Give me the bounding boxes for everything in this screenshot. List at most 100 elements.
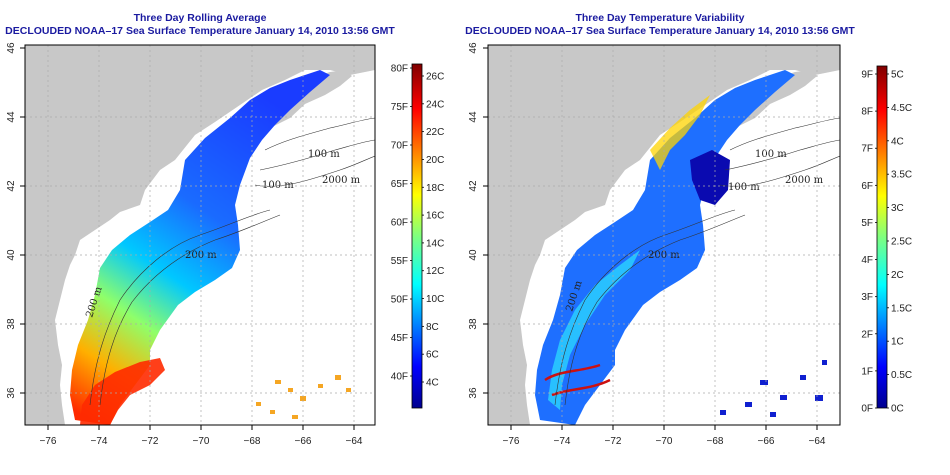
- y-tick-label: 38: [468, 318, 479, 330]
- sst-field: [70, 70, 330, 425]
- colorbar-tick-label: 7F: [861, 144, 873, 155]
- colorbar-tick-label: 55F: [391, 256, 408, 267]
- colorbar-tick-label: 5C: [891, 70, 904, 81]
- colorbar-tick-label: 2C: [891, 270, 904, 281]
- colorbar-tick-label: 6C: [426, 350, 439, 361]
- colorbar-tick-label: 1.5C: [891, 303, 912, 314]
- svg-text:100 m: 100 m: [728, 182, 760, 193]
- land-north: [25, 45, 375, 425]
- colorbar-tick-label: 75F: [391, 102, 408, 113]
- variability-field: [535, 70, 795, 425]
- svg-text:100 m: 100 m: [308, 149, 340, 160]
- x-tick-label: −76: [40, 436, 57, 447]
- sst-warm-core: [80, 358, 165, 425]
- colorbar-tick-label: 22C: [426, 127, 444, 138]
- colorbar-tick-label: 10C: [426, 294, 444, 305]
- colorbar-tick-label: 1F: [861, 366, 873, 377]
- x-tick-label: −74: [554, 436, 571, 447]
- colorbar-tick-label: 45F: [391, 333, 408, 344]
- colorbar: 9F 8F 7F 6F 5F 4F 3F 2F 1F 0F 5C 4.5C 4C 3.5C 3C 2.5C 2…: [861, 65, 912, 415]
- variability-scattered-patches: [720, 360, 827, 417]
- colorbar-tick-label: 80F: [391, 64, 408, 75]
- y-tick-label: 46: [468, 42, 479, 54]
- colorbar-tick-label: 5F: [861, 218, 873, 229]
- colorbar-tick-label: 4.5C: [891, 103, 912, 114]
- x-tick-label: −74: [91, 436, 108, 447]
- colorbar-tick-label: 8C: [426, 322, 439, 333]
- y-tick-label: 36: [468, 387, 479, 399]
- colorbar-tick-label: 18C: [426, 183, 444, 194]
- graticule: [25, 45, 375, 425]
- y-tick-label: 40: [6, 249, 17, 261]
- colorbar-tick-label: 0.5C: [891, 370, 912, 381]
- colorbar-tick-label: 4F: [861, 255, 873, 266]
- colorbar-fahrenheit-labels: 9F 8F 7F 6F 5F 4F 3F 2F 1F 0F: [861, 70, 877, 415]
- y-tick-label: 42: [6, 180, 17, 192]
- graticule: [488, 45, 840, 425]
- colorbar-tick-label: 4C: [426, 378, 439, 389]
- x-tick-label: −68: [707, 436, 724, 447]
- x-tick-label: −68: [244, 436, 261, 447]
- y-axis: 36 38 40 42 44 46: [6, 42, 25, 399]
- colorbar-tick-label: 20C: [426, 155, 444, 166]
- colorbar-tick-label: 0C: [891, 404, 904, 415]
- colorbar-tick-label: 0F: [861, 404, 873, 415]
- y-axis: 36 38 40 42 44 46: [468, 42, 488, 399]
- y-tick-label: 42: [468, 180, 479, 192]
- variability-high-band: [650, 95, 710, 170]
- colorbar-tick-label: 65F: [391, 179, 408, 190]
- colorbar-tick-label: 50F: [391, 295, 408, 306]
- y-tick-label: 44: [468, 111, 479, 123]
- x-axis: −76 −74 −72 −70 −68 −66 −64: [40, 425, 363, 447]
- x-tick-label: −76: [503, 436, 520, 447]
- x-tick-label: −70: [656, 436, 673, 447]
- colorbar-tick-label: 1C: [891, 337, 904, 348]
- sst-scattered-patches: [256, 375, 351, 419]
- colorbar-celsius-labels: 5C 4.5C 4C 3.5C 3C 2.5C 2C 1.5C 1C 0.5C 0C: [887, 70, 912, 415]
- map-frame: [24, 44, 376, 426]
- variability-low-region: [690, 150, 730, 205]
- panel-subtitle: DECLOUDED NOAA–17 Sea Surface Temperatur…: [465, 25, 855, 37]
- colorbar-tick-label: 40F: [391, 372, 408, 383]
- colorbar-tick-label: 6F: [861, 181, 873, 192]
- colorbar-tick-label: 60F: [391, 218, 408, 229]
- colorbar-tick-label: 9F: [861, 70, 873, 81]
- panel-title: Three Day Temperature Variability: [575, 12, 744, 24]
- colorbar-tick-label: 4C: [891, 136, 904, 147]
- y-tick-label: 40: [468, 249, 479, 261]
- colorbar-tick-label: 3C: [891, 203, 904, 214]
- colorbar-scale: [876, 65, 888, 409]
- colorbar-tick-label: 70F: [391, 141, 408, 152]
- y-tick-label: 44: [6, 111, 17, 123]
- svg-text:2000 m: 2000 m: [785, 175, 824, 186]
- x-tick-label: −66: [758, 436, 775, 447]
- panel-title: Three Day Rolling Average: [134, 12, 267, 24]
- y-tick-label: 46: [6, 42, 17, 54]
- colorbar-tick-label: 24C: [426, 99, 444, 110]
- x-tick-label: −72: [605, 436, 622, 447]
- colorbar-tick-label: 16C: [426, 211, 444, 222]
- map-area: 100 m 100 m 2000 m 200 m 200 m: [25, 45, 375, 425]
- panel-subtitle: DECLOUDED NOAA–17 Sea Surface Temperatur…: [5, 25, 395, 37]
- colorbar-tick-label: 2F: [861, 329, 873, 340]
- land-north: [488, 45, 840, 425]
- colorbar-tick-label: 12C: [426, 266, 444, 277]
- colorbar-scale: [411, 63, 423, 409]
- colorbar-tick-label: 3F: [861, 292, 873, 303]
- svg-text:100 m: 100 m: [755, 149, 787, 160]
- panel-average: Three Day Rolling Average DECLOUDED NOAA…: [5, 12, 444, 447]
- x-tick-label: −72: [142, 436, 159, 447]
- svg-text:2000 m: 2000 m: [322, 175, 361, 186]
- y-tick-label: 38: [6, 318, 17, 330]
- colorbar-tick-label: 8F: [861, 107, 873, 118]
- x-tick-label: −70: [193, 436, 210, 447]
- x-axis: −76 −74 −72 −70 −68 −66 −64: [503, 425, 826, 447]
- colorbar-tick-label: 2.5C: [891, 237, 912, 248]
- x-tick-label: −64: [809, 436, 826, 447]
- colorbar-fahrenheit-labels: 80F 75F 70F 65F 60F 55F 50F 45F 40F: [391, 64, 412, 383]
- colorbar: 80F 75F 70F 65F 60F 55F 50F 45F 40F 26C 24C 22C 20C…: [391, 63, 444, 409]
- y-tick-label: 36: [6, 387, 17, 399]
- panel-variability: Three Day Temperature Variability DECLOU…: [465, 12, 912, 447]
- colorbar-tick-label: 3.5C: [891, 170, 912, 181]
